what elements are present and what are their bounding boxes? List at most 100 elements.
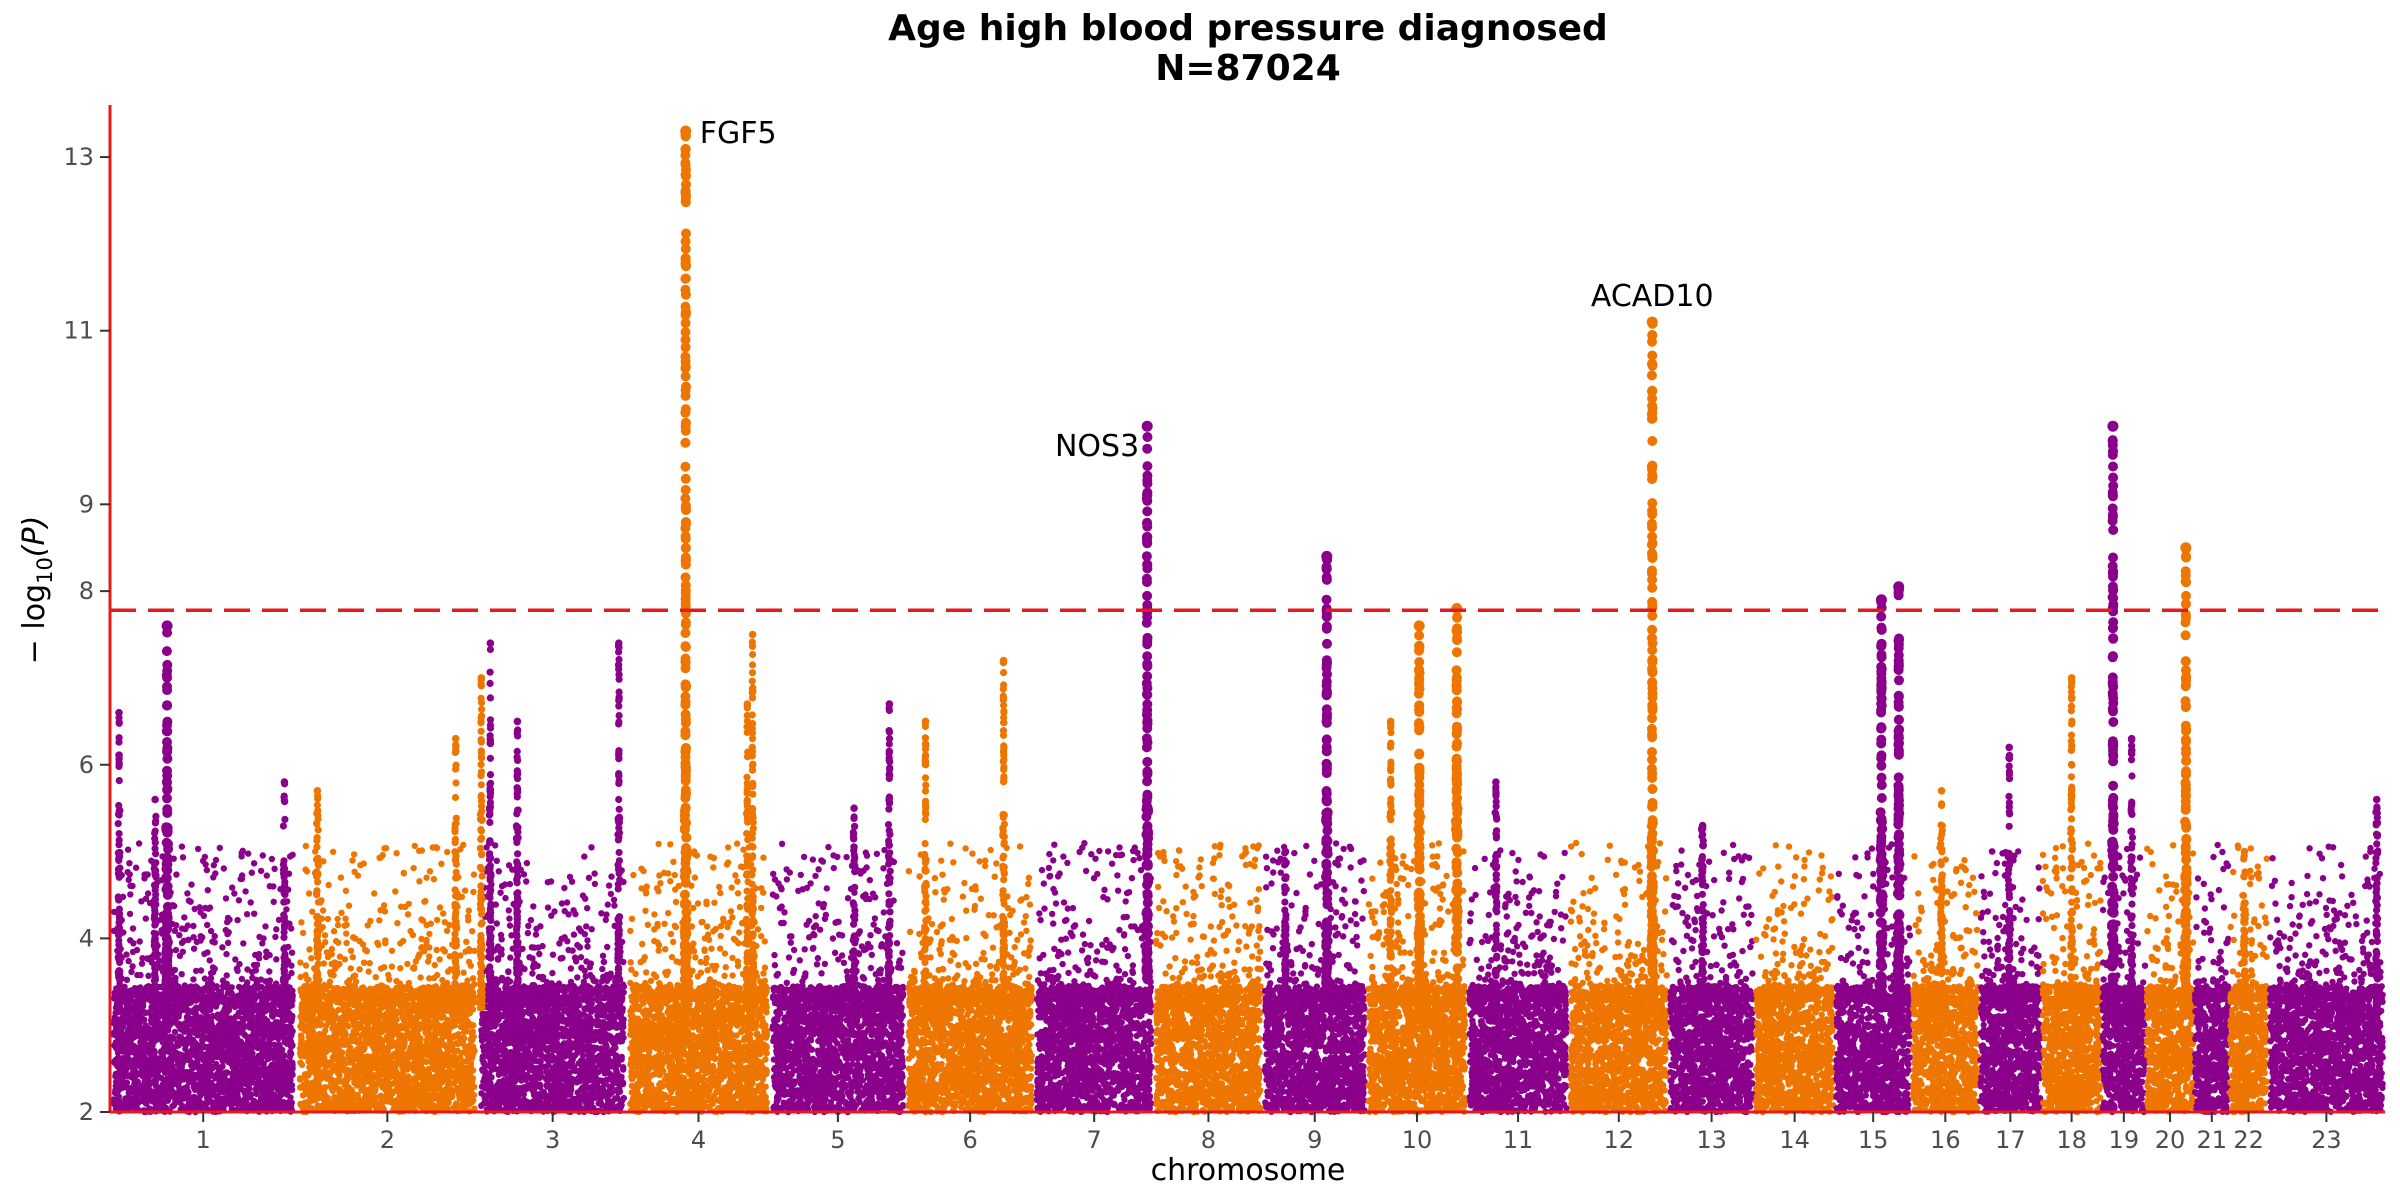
- snp-point: [418, 1091, 424, 1097]
- snp-point: [190, 1071, 196, 1077]
- snp-point: [318, 1103, 324, 1109]
- snp-point: [389, 1015, 395, 1021]
- snp-point: [200, 1026, 206, 1032]
- snp-point: [203, 995, 209, 1001]
- snp-point: [202, 861, 208, 867]
- snp-point: [176, 1084, 182, 1090]
- snp-point: [192, 906, 198, 912]
- snp-point: [174, 1010, 180, 1016]
- snp-point: [203, 1010, 209, 1016]
- snp-point: [125, 869, 131, 875]
- snp-point: [407, 1094, 413, 1100]
- snp-point: [188, 1062, 194, 1068]
- snp-point: [210, 964, 216, 970]
- snp-point: [235, 1013, 241, 1019]
- snp-point: [155, 1026, 161, 1032]
- snp-point: [239, 1045, 245, 1051]
- snp-point: [218, 1055, 224, 1061]
- snp-point: [139, 961, 145, 967]
- snp-point: [436, 1072, 442, 1078]
- snp-point: [365, 1055, 371, 1061]
- snp-point: [288, 970, 294, 976]
- snp-point: [265, 988, 271, 994]
- snp-point: [211, 1088, 217, 1094]
- snp-point: [217, 1034, 223, 1040]
- snp-point: [276, 1042, 282, 1048]
- snp-point: [298, 1041, 304, 1047]
- snp-point: [255, 1002, 261, 1008]
- snp-point: [463, 939, 469, 945]
- snp-point: [416, 1099, 422, 1105]
- snp-point: [421, 899, 427, 905]
- snp-point: [164, 1095, 170, 1101]
- snp-point: [376, 917, 382, 923]
- snp-point: [430, 1042, 436, 1048]
- snp-point: [205, 1016, 211, 1022]
- snp-point: [208, 1027, 214, 1033]
- snp-point: [224, 972, 230, 978]
- snp-point: [206, 1094, 212, 1100]
- snp-point: [234, 1021, 240, 1027]
- snp-point: [394, 1102, 400, 1108]
- snp-point: [372, 1046, 378, 1052]
- snp-point: [253, 1032, 259, 1038]
- snp-point: [423, 1059, 429, 1065]
- snp-point: [459, 894, 465, 900]
- snp-point: [357, 1056, 363, 1062]
- snp-point: [334, 916, 340, 922]
- snp-point: [144, 1095, 150, 1101]
- snp-point: [348, 965, 354, 971]
- snp-point: [172, 928, 178, 934]
- snp-point: [266, 952, 272, 958]
- snp-point: [381, 1049, 387, 1055]
- snp-point: [289, 1066, 295, 1072]
- snp-point: [134, 947, 140, 953]
- snp-point: [354, 1092, 360, 1098]
- snp-point: [223, 927, 229, 933]
- snp-point: [128, 1018, 134, 1024]
- snp-point: [392, 1022, 398, 1028]
- snp-point: [359, 1013, 365, 1019]
- snp-point: [451, 1060, 457, 1066]
- snp-point: [239, 976, 245, 982]
- snp-point: [467, 1010, 473, 1016]
- snp-point: [410, 1066, 416, 1072]
- chart-subtitle: N=87024: [1155, 48, 1341, 89]
- snp-point: [306, 946, 312, 952]
- snp-point: [208, 1043, 214, 1049]
- snp-point: [389, 1070, 395, 1076]
- snp-point: [137, 972, 143, 978]
- snp-point: [111, 1029, 117, 1035]
- snp-point: [191, 946, 197, 952]
- snp-point: [359, 1019, 365, 1025]
- snp-point: [309, 1092, 315, 1098]
- snp-point: [206, 1083, 212, 1089]
- snp-point: [340, 1062, 346, 1068]
- snp-point: [419, 1104, 425, 1110]
- snp-point: [163, 1024, 169, 1030]
- snp-point: [190, 976, 196, 982]
- snp-point: [127, 891, 133, 897]
- snp-point: [224, 981, 230, 987]
- snp-point: [227, 1044, 233, 1050]
- snp-point: [264, 872, 270, 878]
- snp-point: [180, 949, 186, 955]
- snp-point: [410, 1037, 416, 1043]
- snp-point: [201, 986, 207, 992]
- snp-point: [113, 1083, 119, 1089]
- snp-point: [212, 1075, 218, 1081]
- snp-point: [335, 940, 341, 946]
- snp-point: [196, 1016, 202, 1022]
- snp-point: [126, 1062, 132, 1068]
- snp-point: [375, 1056, 381, 1062]
- snp-point: [436, 1048, 442, 1054]
- snp-point: [214, 1103, 220, 1109]
- snp-point: [252, 967, 258, 973]
- snp-point: [176, 1060, 182, 1066]
- snp-point: [424, 1050, 430, 1056]
- snp-point: [394, 1008, 400, 1014]
- snp-point: [388, 1043, 394, 1049]
- snp-point: [221, 1017, 227, 1023]
- snp-point: [308, 1052, 314, 1058]
- snp-point: [395, 1073, 401, 1079]
